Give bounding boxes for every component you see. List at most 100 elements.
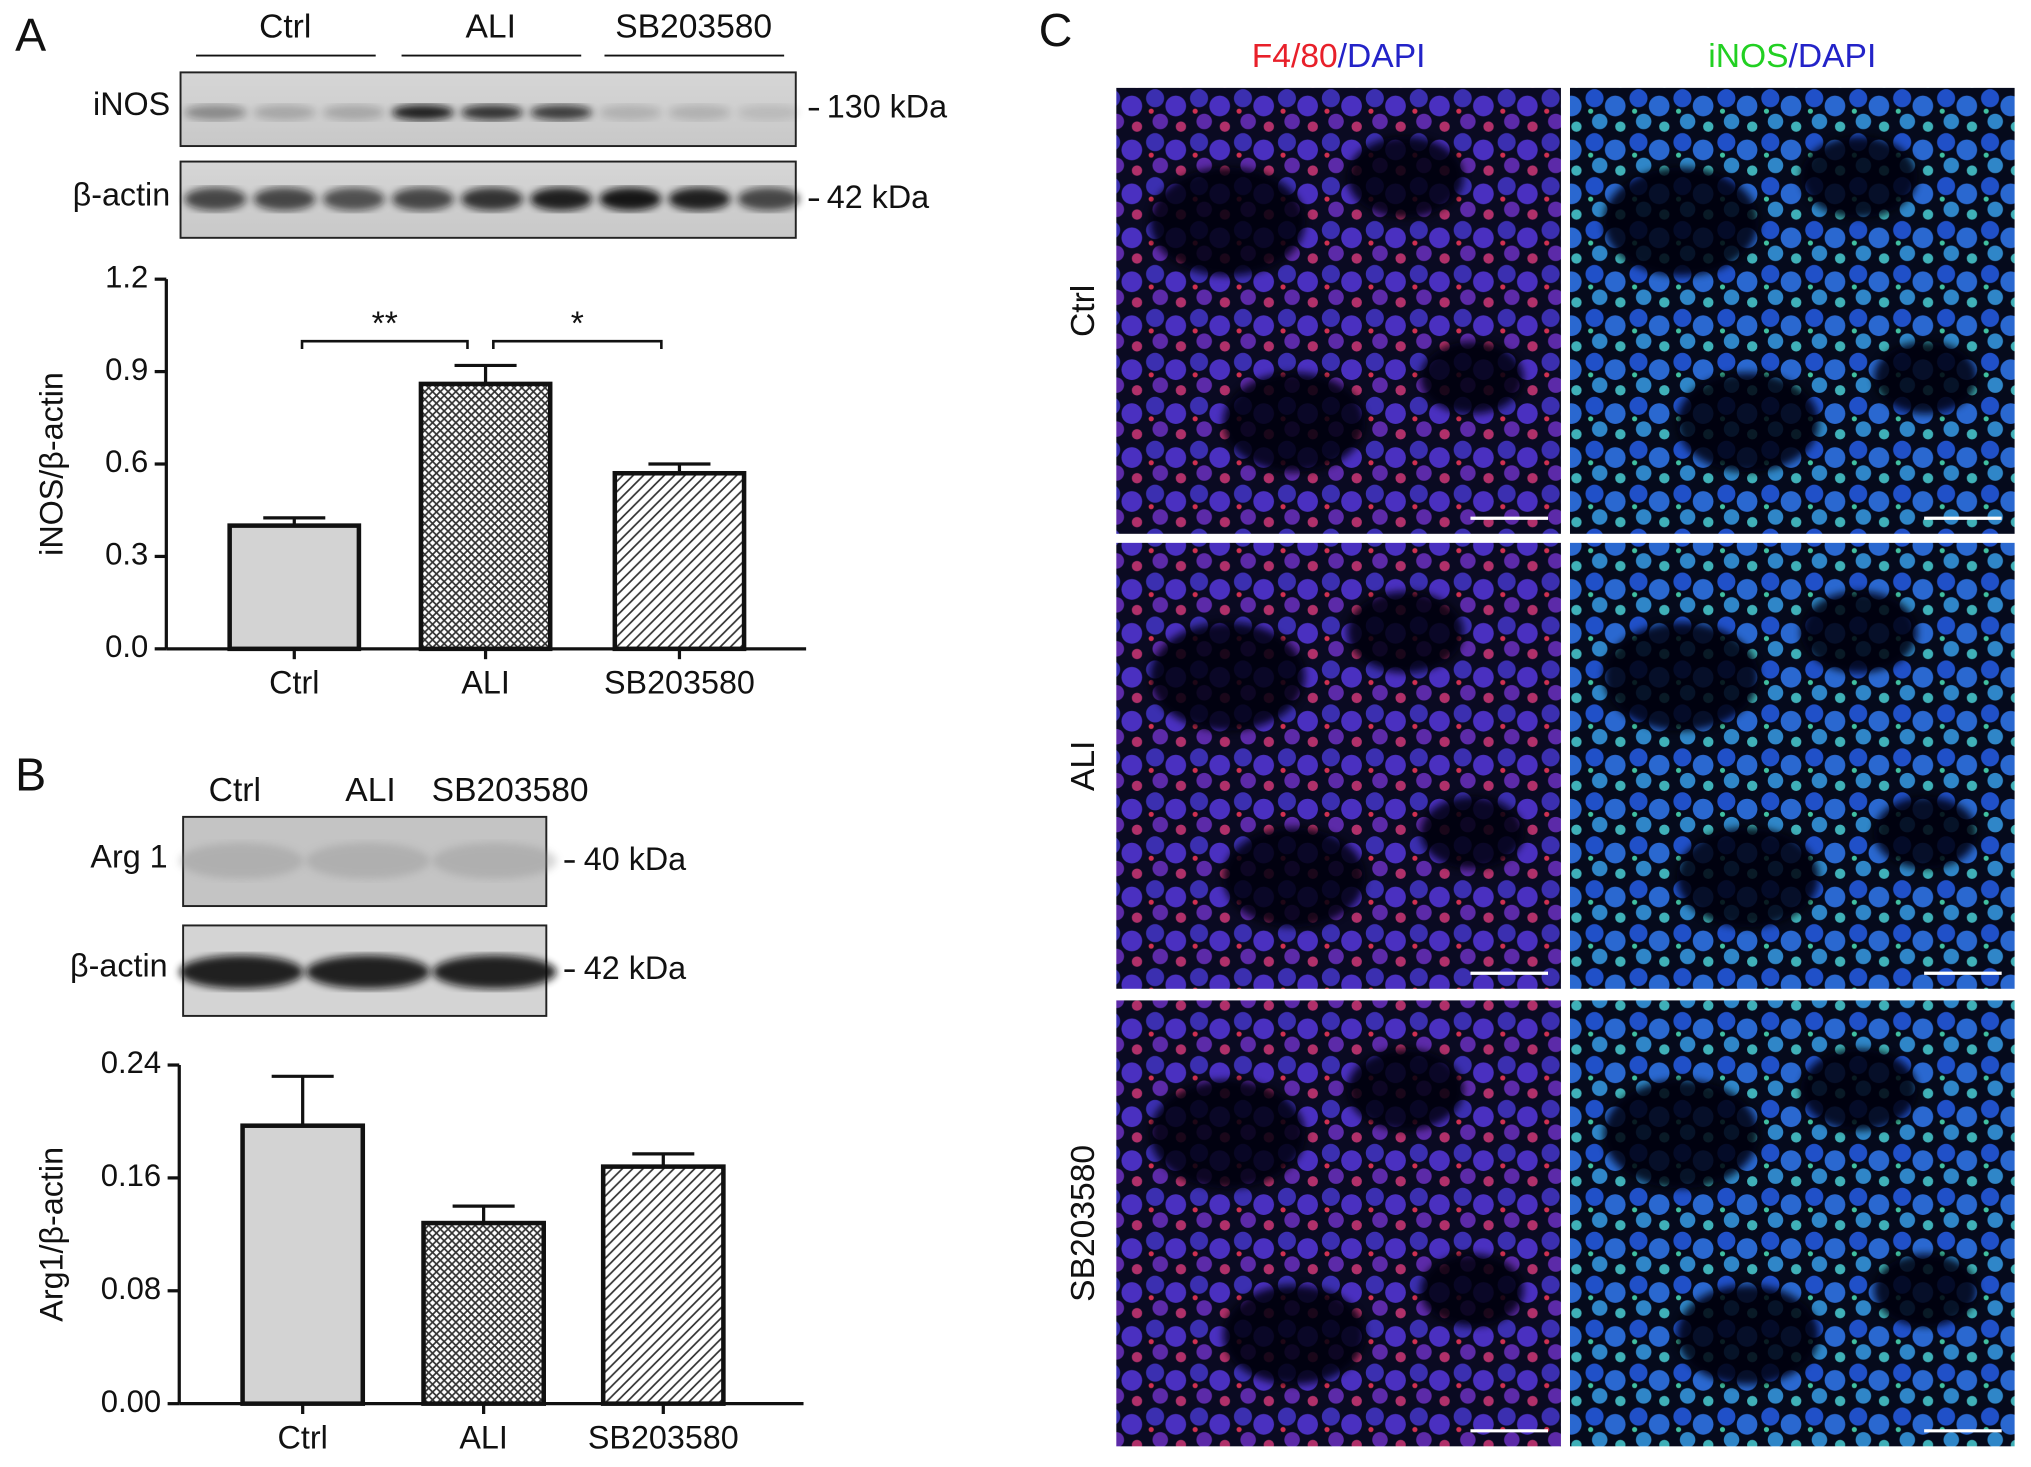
size-label: 40 kDa <box>584 841 686 877</box>
bar <box>612 470 747 652</box>
airspace <box>1873 1254 1978 1327</box>
bar <box>240 1123 366 1406</box>
airspace <box>1149 1079 1306 1189</box>
airspace <box>1223 372 1366 473</box>
column-header-part: iNOS <box>1708 38 1788 75</box>
blot-band <box>737 187 800 211</box>
lane-label: Ctrl <box>259 8 311 45</box>
airspace <box>1420 796 1524 869</box>
y-tick-label: 0.9 <box>105 352 148 387</box>
micrograph <box>1116 87 1561 534</box>
blot-band <box>179 955 304 989</box>
airspace <box>1347 1048 1464 1131</box>
airspace <box>1603 167 1759 276</box>
airspace <box>1223 1285 1366 1385</box>
significance-bracket <box>492 339 663 349</box>
significance-label: * <box>571 306 584 343</box>
significance-bracket <box>300 339 469 349</box>
y-tick-label: 0.0 <box>105 629 148 664</box>
blot-band <box>305 955 430 989</box>
airspace <box>1800 136 1918 218</box>
x-tick-label: SB203580 <box>604 665 755 701</box>
size-label: 130 kDa <box>827 89 947 125</box>
protein-label: Arg 1 <box>90 838 167 874</box>
column-header-part: F4/80 <box>1252 38 1338 75</box>
y-axis-label: iNOS/β-actin <box>33 372 69 556</box>
micrograph <box>1569 87 2015 534</box>
y-tick-label: 1.2 <box>105 259 148 294</box>
blot-band <box>530 187 593 211</box>
column-header: F4/80/DAPI <box>1252 38 1426 75</box>
bar <box>421 1220 546 1406</box>
size-label: 42 kDa <box>584 950 686 986</box>
airspace <box>1800 591 1918 673</box>
blot-band <box>184 187 247 211</box>
airspace <box>1873 341 1978 414</box>
blot-band <box>184 104 247 121</box>
y-tick-label: 0.16 <box>101 1158 161 1193</box>
airspace <box>1149 622 1306 731</box>
column-header: iNOS/DAPI <box>1708 38 1876 75</box>
airspace <box>1223 827 1366 928</box>
panel-label: A <box>15 9 46 61</box>
protein-label: iNOS <box>93 86 170 122</box>
row-label: Ctrl <box>1065 285 1102 337</box>
x-tick-label: SB203580 <box>588 1419 739 1455</box>
blot-band <box>530 104 593 121</box>
airspace <box>1676 372 1819 473</box>
blot-band <box>599 187 662 211</box>
panel-label: B <box>15 748 46 800</box>
bar <box>227 523 362 652</box>
column-header-part: / <box>1789 38 1799 75</box>
x-tick-label: Ctrl <box>269 665 319 701</box>
y-tick-label: 0.6 <box>105 444 148 479</box>
column-header-part: / <box>1338 38 1348 75</box>
airspace <box>1676 1285 1819 1385</box>
blot-band <box>461 104 524 121</box>
row-label: ALI <box>1065 741 1102 791</box>
blot-band <box>432 842 557 879</box>
lane-label: SB203580 <box>615 8 772 45</box>
column-header-part: DAPI <box>1798 38 1876 75</box>
blot-band <box>391 187 454 211</box>
bar <box>600 1164 726 1406</box>
lane-label: ALI <box>466 8 516 45</box>
row-label: SB203580 <box>1065 1145 1102 1302</box>
blot-band <box>461 187 524 211</box>
bar <box>418 381 553 652</box>
airspace <box>1149 167 1306 276</box>
lane-label: Ctrl <box>209 772 261 809</box>
y-axis-label: Arg1/β-actin <box>33 1147 69 1322</box>
y-tick-label: 0.3 <box>105 537 148 572</box>
protein-label: β-actin <box>70 948 168 984</box>
blot-band <box>391 104 454 121</box>
significance-label: ** <box>372 306 398 343</box>
micrograph <box>1569 542 2015 989</box>
blot-band <box>305 842 430 879</box>
lane-label: SB203580 <box>432 772 589 809</box>
blot-band <box>322 104 385 121</box>
y-tick-label: 0.08 <box>101 1271 161 1306</box>
y-tick-label: 0.24 <box>101 1045 161 1080</box>
micrograph <box>1569 1000 2015 1447</box>
size-label: 42 kDa <box>827 179 929 215</box>
blot-band <box>432 955 557 989</box>
blot-band <box>322 187 385 211</box>
airspace <box>1873 796 1978 869</box>
airspace <box>1347 136 1464 218</box>
airspace <box>1420 341 1524 414</box>
micrograph <box>1116 542 1561 989</box>
protein-label: β-actin <box>73 177 171 213</box>
column-header-part: DAPI <box>1347 38 1425 75</box>
y-tick-label: 0.00 <box>101 1384 161 1419</box>
lane-label: ALI <box>345 772 395 809</box>
blot-band <box>253 104 316 121</box>
airspace <box>1603 1079 1759 1189</box>
x-tick-label: ALI <box>461 665 509 701</box>
x-tick-label: Ctrl <box>278 1419 328 1455</box>
blot-band <box>599 104 662 121</box>
airspace <box>1676 827 1819 928</box>
micrograph <box>1116 1000 1561 1447</box>
